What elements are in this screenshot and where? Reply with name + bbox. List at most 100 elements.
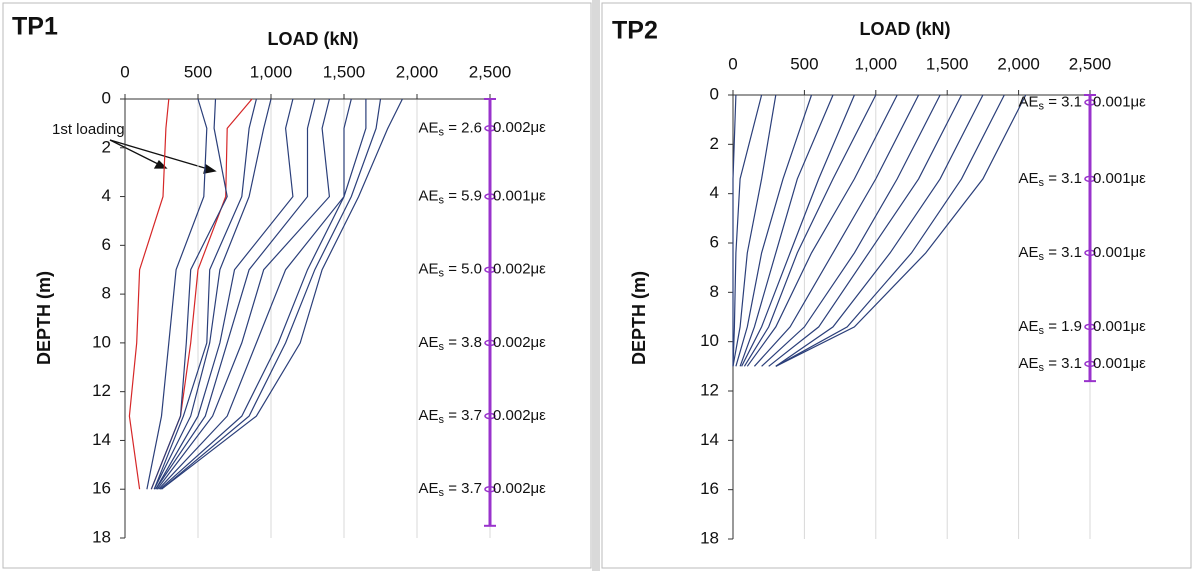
gauge-marker xyxy=(1084,360,1096,368)
ae-sub: s xyxy=(1039,251,1045,263)
ae-value: = 3.7 xyxy=(444,407,482,424)
ae-label: AEs = 3.7 xyxy=(419,480,482,499)
load-line xyxy=(161,98,382,490)
ae-value: = 1.9 xyxy=(1044,318,1082,335)
ae-sub: s xyxy=(439,268,445,280)
arrow xyxy=(109,139,161,166)
x-tick-label: 500 xyxy=(790,54,818,73)
chart-title: TP2 xyxy=(612,17,658,45)
ae-value: = 2.6 xyxy=(444,119,482,136)
panel-frame xyxy=(601,2,1192,569)
ae-label: AEs = 2.6 xyxy=(419,119,482,138)
y-tick-label: 12 xyxy=(700,380,719,399)
load-line xyxy=(732,94,737,367)
load-line xyxy=(161,98,403,490)
panel-separator xyxy=(592,0,600,571)
load-line xyxy=(155,98,294,490)
y-tick-label: 8 xyxy=(710,282,719,301)
gauge-marker xyxy=(484,125,496,132)
load-line xyxy=(155,98,316,490)
load-line xyxy=(775,94,1027,367)
load-line xyxy=(775,94,984,367)
y-tick-label: 14 xyxy=(700,430,719,449)
ae-sub: s xyxy=(439,487,445,499)
gauge-marker xyxy=(484,412,496,420)
y-tick-label: 16 xyxy=(700,479,719,498)
load-line xyxy=(768,94,963,367)
x-axis-label: LOAD (kN) xyxy=(860,19,951,39)
ae-text: AE xyxy=(419,407,439,424)
y-tick-label: 12 xyxy=(92,381,111,400)
load-line xyxy=(150,98,228,490)
y-tick-label: 10 xyxy=(92,332,111,351)
ae-text: AE xyxy=(1019,170,1039,187)
y-tick-label: 18 xyxy=(92,527,111,546)
y-tick-label: 2 xyxy=(102,137,111,156)
ae-sub: s xyxy=(1039,362,1045,374)
ae-sub: s xyxy=(1039,325,1045,337)
load-line xyxy=(775,94,1005,367)
gauge-marker xyxy=(484,266,496,273)
annotation: 1st loading xyxy=(52,121,125,138)
x-tick-label: 1,500 xyxy=(323,62,366,81)
ae-sub: s xyxy=(439,126,445,138)
strain-label: 0.002με xyxy=(493,407,546,424)
ae-label: AEs = 3.8 xyxy=(419,334,482,353)
panel-frame xyxy=(2,2,592,569)
ae-sub: s xyxy=(439,194,445,206)
y-tick-label: 6 xyxy=(102,235,111,254)
gauge-marker xyxy=(484,193,496,200)
arrow xyxy=(109,139,209,170)
ae-text: AE xyxy=(419,119,439,136)
ae-value: = 3.1 xyxy=(1044,244,1082,261)
gauge-marker xyxy=(1084,323,1096,331)
load-line xyxy=(753,94,920,367)
ae-sub: s xyxy=(439,414,445,426)
ae-value: = 5.9 xyxy=(444,188,482,205)
x-tick-label: 1,000 xyxy=(250,62,293,81)
ae-text: AE xyxy=(419,334,439,351)
ae-label: AEs = 1.9 xyxy=(1019,318,1082,337)
ae-text: AE xyxy=(1019,244,1039,261)
gauge-marker xyxy=(1084,249,1096,257)
y-tick-label: 4 xyxy=(102,186,111,205)
ae-sub: s xyxy=(439,341,445,353)
load-line xyxy=(732,94,763,367)
y-tick-label: 14 xyxy=(92,430,111,449)
ae-value: = 5.0 xyxy=(444,261,482,278)
ae-label: AEs = 5.9 xyxy=(419,188,482,207)
strain-label: 0.001με xyxy=(493,188,546,205)
ae-label: AEs = 5.0 xyxy=(419,261,482,280)
ae-label: AEs = 3.1 xyxy=(1019,244,1082,263)
x-tick-label: 2,500 xyxy=(469,62,512,81)
strain-label: 0.001με xyxy=(1093,355,1146,372)
ae-text: AE xyxy=(1019,355,1039,372)
y-tick-label: 10 xyxy=(700,331,719,350)
ae-value: = 3.1 xyxy=(1044,355,1082,372)
load-line xyxy=(732,94,777,367)
load-line xyxy=(128,98,170,490)
ae-value: = 3.1 xyxy=(1044,170,1082,187)
x-tick-label: 1,500 xyxy=(926,54,969,73)
strain-label: 0.001με xyxy=(1093,244,1146,261)
load-line xyxy=(156,98,331,490)
x-axis-label: LOAD (kN) xyxy=(268,29,359,49)
load-line xyxy=(735,94,813,367)
gauge-marker xyxy=(484,339,496,347)
ae-label: AEs = 3.1 xyxy=(1019,170,1082,189)
gauge-marker xyxy=(484,485,496,493)
y-tick-label: 8 xyxy=(102,284,111,303)
load-line xyxy=(159,99,367,490)
y-tick-label: 6 xyxy=(710,232,719,251)
strain-label: 0.001με xyxy=(1093,170,1146,187)
y-axis-label: DEPTH (m) xyxy=(629,271,649,365)
strain-label: 0.001με xyxy=(1093,318,1146,335)
strain-label: 0.001με xyxy=(1093,93,1146,110)
gauge-marker xyxy=(1084,175,1096,183)
load-line xyxy=(153,98,272,490)
y-tick-label: 18 xyxy=(700,528,719,547)
x-tick-label: 2,000 xyxy=(997,54,1040,73)
y-axis-label: DEPTH (m) xyxy=(34,271,54,365)
ae-text: AE xyxy=(419,188,439,205)
